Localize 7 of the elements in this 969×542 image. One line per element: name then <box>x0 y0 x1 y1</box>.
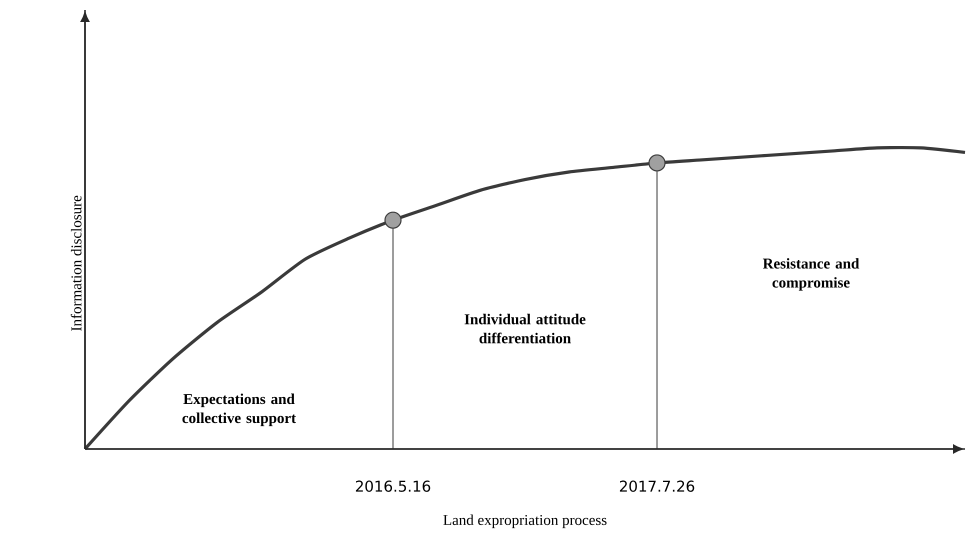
x-tick-label: 2017.7.26 <box>620 480 694 492</box>
annotation: Resistance and compromise <box>762 258 860 291</box>
annotation: Individual attitude differentiation <box>464 314 586 344</box>
x-tick-label: 2016.5.16 <box>356 480 430 492</box>
x-axis-title: Land expropriation process <box>443 514 607 528</box>
annotation: Expectations and collective support <box>182 394 296 426</box>
y-axis-title: Information disclosure <box>70 196 82 331</box>
